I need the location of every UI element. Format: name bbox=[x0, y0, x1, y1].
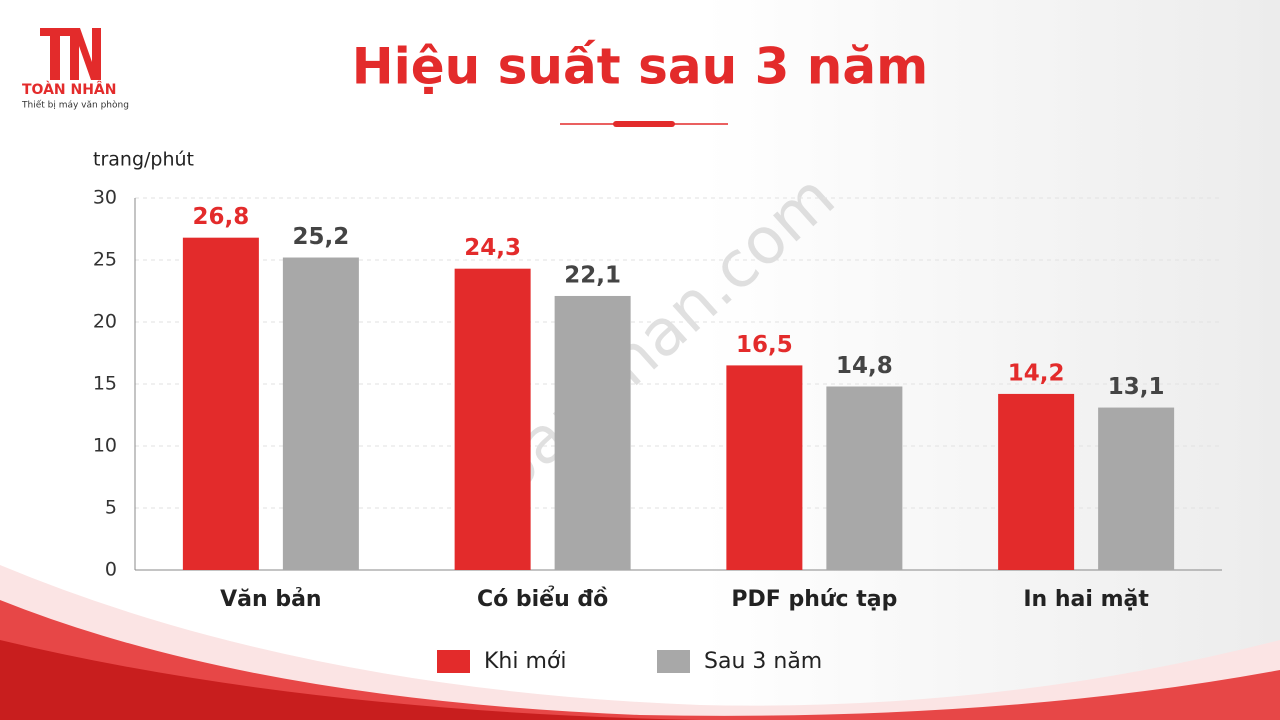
y-tick-label: 5 bbox=[105, 497, 117, 519]
bar bbox=[554, 295, 631, 570]
y-tick-label: 20 bbox=[93, 311, 117, 333]
bg-wave bbox=[0, 640, 700, 720]
chart-title: Hiệu suất sau 3 năm bbox=[352, 38, 928, 96]
legend-swatch bbox=[657, 650, 690, 673]
y-tick-label: 30 bbox=[93, 187, 117, 209]
logo-tagline: Thiết bị máy văn phòng bbox=[21, 100, 129, 111]
x-tick-label: In hai mặt bbox=[1023, 587, 1149, 612]
x-tick-label: Có biểu đồ bbox=[477, 586, 608, 612]
logo-mark bbox=[40, 28, 101, 80]
y-tick-label: 10 bbox=[93, 435, 117, 457]
legend-label: Khi mới bbox=[484, 649, 566, 674]
bar bbox=[726, 365, 803, 570]
value-label: 22,1 bbox=[564, 262, 621, 288]
value-label: 16,5 bbox=[736, 332, 793, 358]
y-axis-label: trang/phút bbox=[93, 149, 194, 171]
value-label: 24,3 bbox=[464, 235, 521, 261]
legend-swatch bbox=[437, 650, 470, 673]
value-label: 14,2 bbox=[1008, 360, 1065, 386]
bg-wave bbox=[0, 600, 1280, 720]
x-tick-label: PDF phức tạp bbox=[731, 587, 897, 612]
bar bbox=[182, 237, 259, 570]
value-label: 25,2 bbox=[293, 224, 350, 250]
title-rule-accent bbox=[613, 121, 675, 127]
logo-name: TOÀN NHÂN bbox=[22, 81, 117, 98]
bg-wave bbox=[0, 565, 1280, 720]
value-label: 13,1 bbox=[1108, 374, 1165, 400]
bar bbox=[1098, 407, 1175, 570]
bar bbox=[282, 257, 359, 570]
legend-label: Sau 3 năm bbox=[704, 649, 822, 674]
y-tick-label: 15 bbox=[93, 373, 117, 395]
value-label: 26,8 bbox=[193, 204, 250, 230]
bar bbox=[998, 393, 1075, 570]
y-tick-label: 25 bbox=[93, 249, 117, 271]
x-tick-label: Văn bản bbox=[220, 587, 321, 612]
y-tick-label: 0 bbox=[105, 559, 117, 581]
bar bbox=[454, 268, 531, 570]
bar bbox=[826, 386, 903, 570]
value-label: 14,8 bbox=[836, 353, 893, 379]
